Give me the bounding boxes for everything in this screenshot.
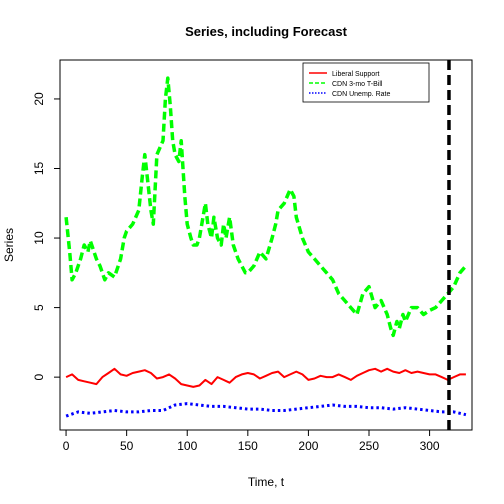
x-axis-label: Time, t: [248, 475, 285, 489]
legend-label-tbill: CDN 3-mo T-Bill: [332, 81, 383, 88]
x-tick-label: 150: [238, 439, 258, 453]
series-layer: [64, 60, 468, 430]
x-tick-label: 0: [63, 439, 70, 453]
x-tick-label: 200: [298, 439, 318, 453]
y-tick-label: 20: [32, 92, 46, 106]
series-line-1: [64, 76, 468, 338]
y-tick-label: 10: [32, 231, 46, 245]
x-tick-label: 300: [420, 439, 440, 453]
series-line-0: [65, 367, 466, 388]
legend-label-liberal: Liberal Support: [332, 71, 380, 78]
y-axis-label: Series: [2, 228, 16, 262]
x-tick-label: 50: [120, 439, 134, 453]
y-tick-label: 5: [32, 304, 46, 311]
legend: Liberal Support CDN 3-mo T-Bill CDN Unem…: [302, 62, 430, 103]
series-line-2: [65, 402, 467, 418]
legend-label-unemp: CDN Unemp. Rate: [332, 91, 390, 98]
chart-title: Series, including Forecast: [185, 24, 347, 39]
x-tick-label: 250: [359, 439, 379, 453]
x-tick-label: 100: [177, 439, 197, 453]
y-tick-label: 0: [32, 373, 46, 380]
y-tick-label: 15: [32, 162, 46, 176]
plot-frame: [59, 59, 473, 431]
axes: 0 50 100 150 200 250 300 0 5 10 15 20: [32, 92, 440, 453]
